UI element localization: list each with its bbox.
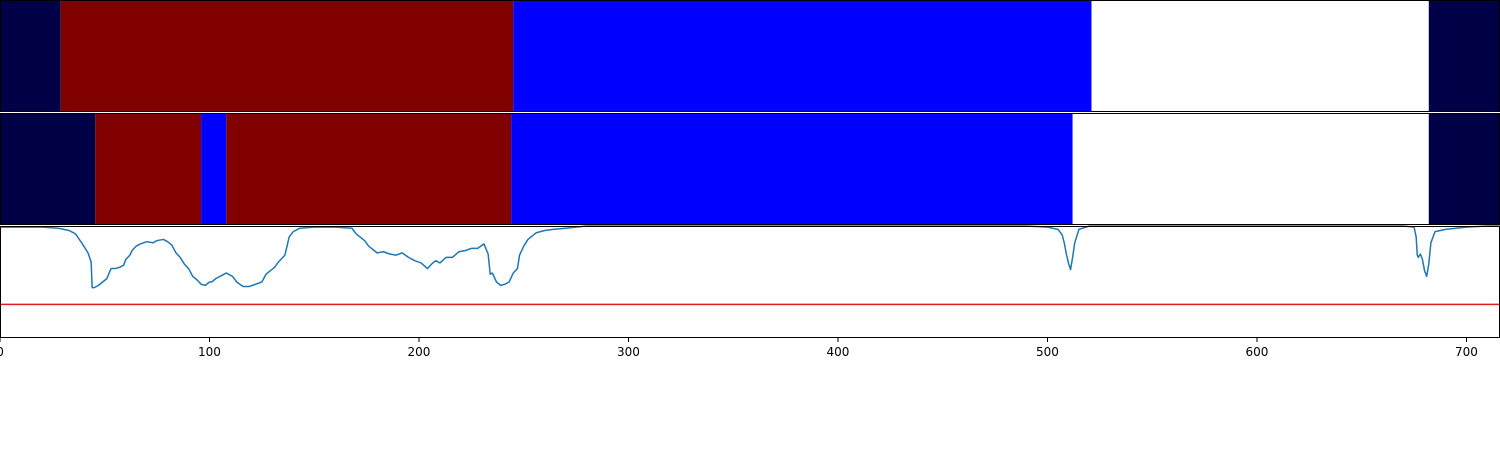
bar-segment-2-5 xyxy=(511,113,1073,225)
x-tick-label-200: 200 xyxy=(408,345,431,359)
bar-segment-1-1 xyxy=(0,0,61,112)
bar-segment-2-1 xyxy=(0,113,96,225)
bar-segment-2-7 xyxy=(1428,113,1500,225)
series-line xyxy=(0,225,1500,289)
segment-bar-top xyxy=(0,0,1500,112)
bar-segment-2-3 xyxy=(201,113,227,225)
segment-bar-middle xyxy=(0,113,1500,225)
bar-segment-1-2 xyxy=(60,0,514,112)
x-tick-label-700: 700 xyxy=(1455,345,1478,359)
x-tick-label-500: 500 xyxy=(1036,345,1059,359)
panel-frame-3 xyxy=(0,226,1500,338)
bar-segment-2-2 xyxy=(95,113,202,225)
bar-segment-1-4 xyxy=(1091,0,1429,112)
x-axis: 0 100 200 300 400 500 600 700 xyxy=(0,338,1478,359)
bar-segment-2-4 xyxy=(226,113,512,225)
x-tick-label-600: 600 xyxy=(1246,345,1269,359)
bar-segment-1-3 xyxy=(513,0,1092,112)
x-tick-label-400: 400 xyxy=(827,345,850,359)
x-tick-label-100: 100 xyxy=(198,345,221,359)
bar-segment-2-6 xyxy=(1072,113,1429,225)
bar-segment-1-5 xyxy=(1428,0,1500,112)
x-tick-label-0: 0 xyxy=(0,345,4,359)
line-panel xyxy=(0,225,1500,338)
x-tick-label-300: 300 xyxy=(617,345,640,359)
